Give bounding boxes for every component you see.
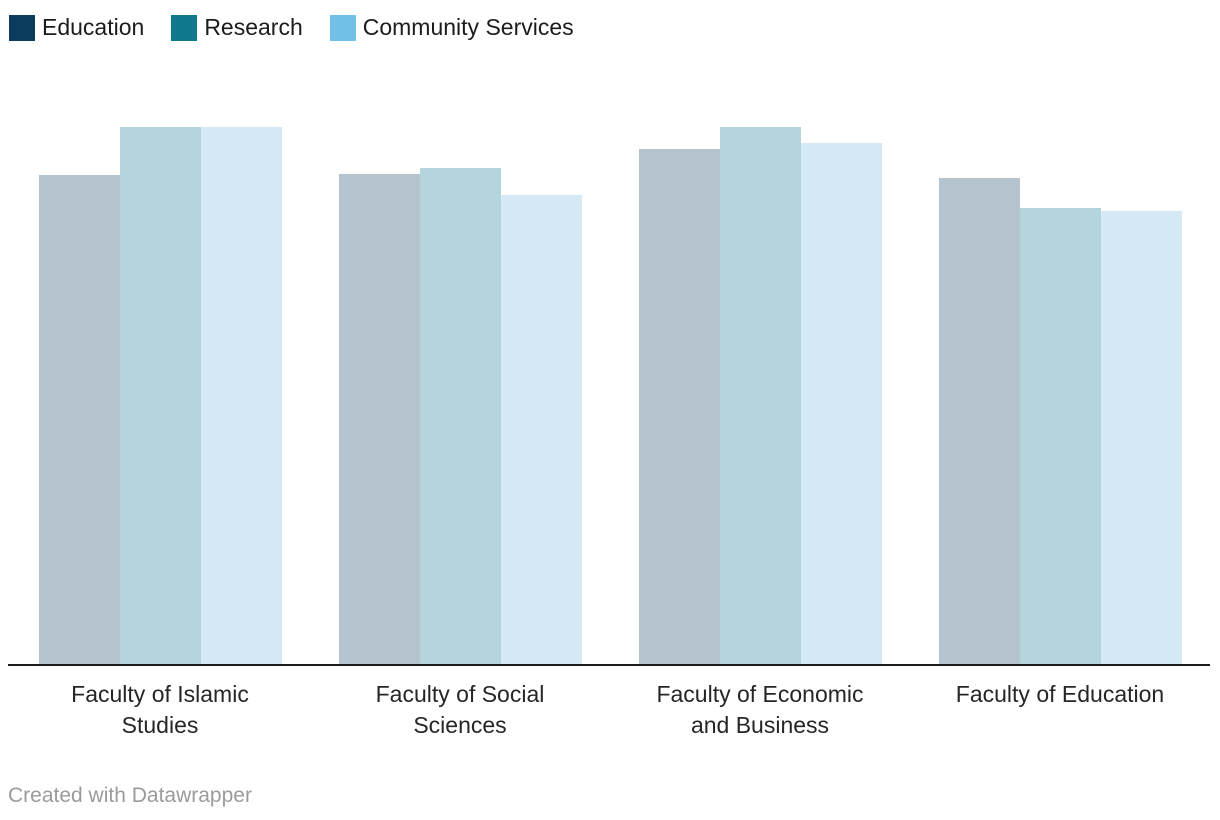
bar-community-services-faculty-of-education[interactable]: [1101, 211, 1182, 666]
xlabel-faculty-of-economic-and-business: Faculty of Economic and Business: [656, 681, 864, 738]
bar-community-services-faculty-of-islamic-studies[interactable]: [201, 127, 282, 666]
datawrapper-attribution-link[interactable]: Created with Datawrapper: [8, 784, 252, 807]
legend: Education Research Community Services: [9, 14, 574, 41]
bar-community-services-faculty-of-economic-and-business[interactable]: [801, 143, 882, 666]
bar-education-faculty-of-education[interactable]: [939, 178, 1020, 666]
bar-community-services-faculty-of-social-sciences[interactable]: [501, 195, 582, 666]
legend-item-community-services[interactable]: Community Services: [329, 14, 574, 41]
education-swatch-icon: [9, 14, 35, 41]
bar-education-faculty-of-islamic-studies[interactable]: [39, 175, 120, 666]
legend-item-research[interactable]: Research: [171, 14, 303, 41]
research-swatch-icon: [171, 14, 198, 41]
legend-label-community-services: Community Services: [362, 14, 574, 40]
bar-research-faculty-of-education[interactable]: [1020, 208, 1101, 666]
bar-education-faculty-of-economic-and-business[interactable]: [639, 149, 720, 666]
bar-research-faculty-of-islamic-studies[interactable]: [120, 127, 201, 666]
legend-label-research: Research: [204, 14, 303, 40]
plot-area: [39, 127, 1182, 666]
community-services-swatch-icon: [329, 14, 356, 41]
legend-label-education: Education: [42, 14, 145, 40]
legend-item-education[interactable]: Education: [9, 14, 144, 41]
xlabel-faculty-of-education: Faculty of Education: [955, 681, 1165, 707]
bar-research-faculty-of-social-sciences[interactable]: [420, 168, 501, 666]
x-axis-line: [8, 664, 1210, 666]
xlabel-faculty-of-islamic-studies: Faculty of Islamic Studies: [71, 681, 249, 738]
bar-education-faculty-of-social-sciences[interactable]: [339, 174, 420, 666]
bar-research-faculty-of-economic-and-business[interactable]: [720, 127, 801, 666]
xlabel-faculty-of-social-sciences: Faculty of Social Sciences: [375, 681, 545, 738]
